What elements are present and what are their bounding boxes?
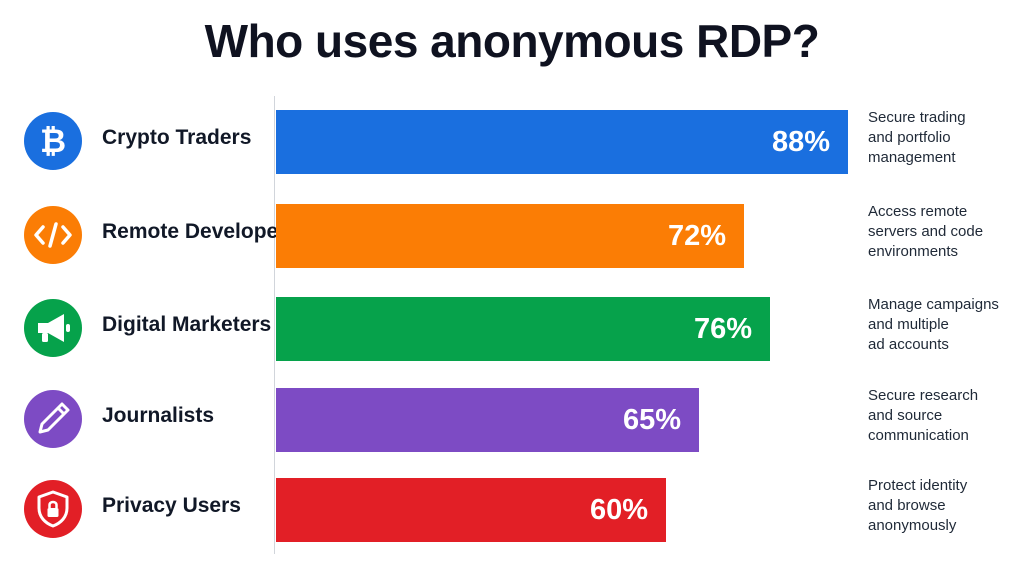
- bar-description: Access remote servers and code environment…: [868, 202, 1018, 262]
- bar-value-label: 72%: [667, 220, 726, 252]
- description-line: anonymously: [868, 517, 957, 534]
- category-label: Digital Marketers: [102, 313, 272, 336]
- bar-row-journalists: Journalists 65% Secure research and source c…: [0, 387, 1024, 454]
- bar: 88%: [276, 110, 848, 174]
- bar-row-crypto-traders: ₿ Crypto Traders 88% Secure trading and port…: [0, 109, 1024, 176]
- category-label: Remote Developers: [102, 220, 299, 243]
- axis-line: [274, 96, 275, 554]
- bar-value-label: 60%: [589, 494, 648, 526]
- bar-description: Secure research and source communication: [868, 386, 1018, 446]
- description-line: Manage campaigns: [868, 296, 999, 313]
- bitcoin-icon: ₿: [24, 112, 82, 170]
- bar-description: Secure trading and portfolio management: [868, 108, 1018, 168]
- pen-icon: [24, 390, 82, 448]
- description-line: Protect identity: [868, 477, 968, 494]
- bar: 72%: [276, 204, 744, 268]
- shield-lock-icon: [24, 480, 82, 538]
- svg-text:₿: ₿: [40, 122, 66, 160]
- description-line: servers and code: [868, 223, 984, 240]
- description-line: management: [868, 149, 956, 166]
- bar-value-label: 88%: [771, 126, 830, 158]
- category-label: Crypto Traders: [102, 126, 252, 149]
- description-line: ad accounts: [868, 336, 949, 353]
- bar: 76%: [276, 297, 770, 361]
- description-line: and source: [868, 407, 943, 424]
- code-icon: [24, 206, 82, 264]
- chart-title: Who uses anonymous RDP?: [204, 15, 820, 67]
- megaphone-icon: [24, 299, 82, 357]
- bar: 60%: [276, 478, 666, 542]
- description-line: environments: [868, 243, 959, 260]
- bar-row-remote-developers: Remote Developers 72% Access remote servers…: [0, 203, 1024, 270]
- bar-value-label: 76%: [693, 313, 752, 345]
- category-label: Journalists: [102, 404, 215, 427]
- category-label: Privacy Users: [102, 494, 241, 517]
- bar-row-privacy-users: Privacy Users 60% Protect identity and brow…: [0, 477, 1024, 544]
- bar-value-label: 65%: [622, 404, 681, 436]
- description-line: communication: [868, 427, 969, 444]
- description-line: Secure trading: [868, 109, 966, 126]
- description-line: and portfolio: [868, 129, 951, 146]
- description-line: Access remote: [868, 203, 968, 220]
- bar: 65%: [276, 388, 699, 452]
- description-line: and browse: [868, 497, 946, 514]
- bar-description: Protect identity and browse anonymously: [868, 476, 1018, 536]
- description-line: and multiple: [868, 316, 949, 333]
- bar-row-digital-marketers: Digital Marketers 76% Manage campaigns and …: [0, 296, 1024, 363]
- bar-description: Manage campaigns and multiple ad accounts: [868, 295, 1018, 355]
- description-line: Secure research: [868, 387, 979, 404]
